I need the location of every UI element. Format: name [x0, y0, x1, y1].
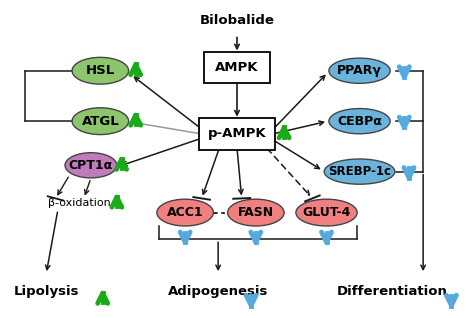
Ellipse shape: [324, 159, 395, 184]
Ellipse shape: [228, 199, 284, 226]
Ellipse shape: [65, 153, 117, 178]
Text: CEBPα: CEBPα: [337, 115, 382, 128]
Text: FASN: FASN: [238, 206, 274, 219]
Text: SREBP-1c: SREBP-1c: [328, 165, 391, 178]
Text: Adipogenesis: Adipogenesis: [168, 285, 268, 298]
Text: Lipolysis: Lipolysis: [13, 285, 79, 298]
Ellipse shape: [329, 58, 390, 83]
Ellipse shape: [296, 199, 357, 226]
Text: HSL: HSL: [86, 64, 115, 77]
Text: p-AMPK: p-AMPK: [208, 127, 266, 140]
Text: GLUT-4: GLUT-4: [302, 206, 351, 219]
Ellipse shape: [157, 199, 213, 226]
Text: ATGL: ATGL: [82, 115, 119, 128]
Text: β-oxidation: β-oxidation: [48, 198, 110, 208]
Text: ACC1: ACC1: [167, 206, 203, 219]
Ellipse shape: [72, 57, 128, 84]
Text: Bilobalide: Bilobalide: [200, 14, 274, 27]
Text: CPT1α: CPT1α: [69, 159, 113, 172]
Text: AMPK: AMPK: [215, 61, 259, 74]
Ellipse shape: [329, 108, 390, 134]
Text: Differentiation: Differentiation: [337, 285, 448, 298]
Text: PPARγ: PPARγ: [337, 64, 382, 77]
FancyBboxPatch shape: [204, 52, 270, 83]
FancyBboxPatch shape: [199, 118, 275, 149]
Ellipse shape: [72, 108, 128, 135]
